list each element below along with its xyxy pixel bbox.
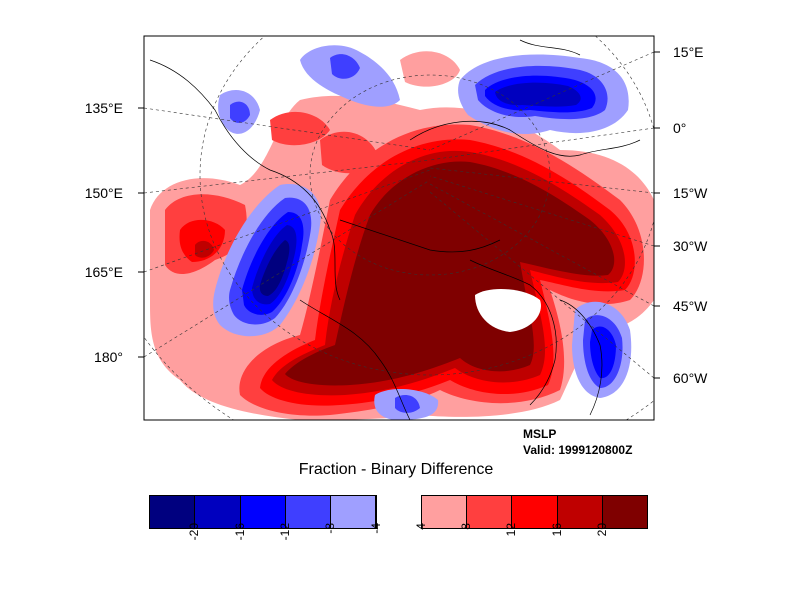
lon-label-left-2: 150°E xyxy=(84,185,123,201)
lon-label-right-1: 15°E xyxy=(673,44,704,60)
colorbar-tick-label: 20 xyxy=(595,523,609,537)
valid-time-label: Valid: 1999120800Z xyxy=(523,443,633,457)
lon-label-right-6: 60°W xyxy=(673,370,708,386)
colorbar-tick-label: -20 xyxy=(187,523,202,541)
colorbar-box xyxy=(239,495,286,529)
colorbar-tick-label: -16 xyxy=(232,523,247,541)
plot-frame xyxy=(143,35,655,421)
axis-ticks xyxy=(138,51,660,379)
colorbar-box xyxy=(375,495,422,529)
lon-label-left-4: 180° xyxy=(94,349,123,365)
colorbar-box xyxy=(466,495,513,529)
lon-label-right-4: 30°W xyxy=(673,238,708,254)
variable-label: MSLP xyxy=(523,427,557,441)
graticule-lines xyxy=(144,36,654,420)
colorbar-title: Fraction - Binary Difference xyxy=(298,461,494,478)
colorbar-tick-label: 16 xyxy=(549,523,564,537)
colorbar-tick-label: 12 xyxy=(504,523,519,537)
colorbar-tick-label: -8 xyxy=(323,523,338,534)
contour-pos-1b xyxy=(400,51,460,87)
colorbar-tick-label: -4 xyxy=(368,523,383,534)
colorbar-tick-label: 4 xyxy=(413,523,428,530)
colorbar-tick-label: 8 xyxy=(459,523,474,530)
colorbar-box xyxy=(330,495,377,529)
lon-label-right-5: 45°W xyxy=(673,298,708,314)
lon-label-left-3: 165°E xyxy=(84,264,123,280)
contour-pos-5 xyxy=(285,161,615,386)
contour-field xyxy=(144,36,654,420)
contour-zero-hole xyxy=(475,288,541,332)
lon-label-right-3: 15°W xyxy=(673,185,708,201)
contour-neg-4 xyxy=(252,82,581,305)
contour-neg-3 xyxy=(242,75,616,379)
contour-neg-5 xyxy=(259,240,290,296)
colorbar-box xyxy=(420,495,468,529)
coastlines xyxy=(149,39,641,420)
lon-label-right-2: 0° xyxy=(673,120,687,136)
colorbar-tick-label: -12 xyxy=(277,523,292,541)
lon-label-left-1: 135°E xyxy=(84,100,123,116)
colorbar-box xyxy=(602,495,649,529)
